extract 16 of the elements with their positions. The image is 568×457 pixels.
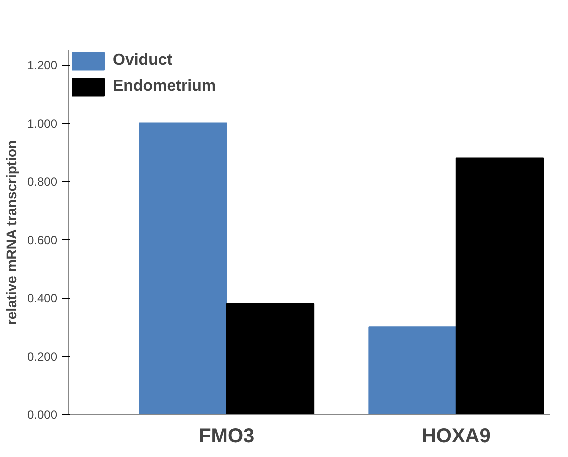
bar: [226, 303, 315, 414]
x-tick-label: HOXA9: [422, 426, 491, 448]
legend-label: Oviduct: [113, 52, 173, 70]
legend-label: Endometrium: [113, 78, 216, 96]
x-tick-label: FMO3: [199, 426, 255, 448]
y-tick-label: 0.400: [27, 292, 58, 306]
y-tick-label: 1.000: [27, 116, 58, 131]
y-axis-title: relative mRNA transcription: [3, 140, 20, 326]
y-tick-label: 1.200: [27, 58, 58, 73]
bar: [368, 326, 457, 414]
y-tick-label: 0.200: [27, 350, 58, 364]
y-tick-label: 0.000: [27, 408, 58, 422]
bar: [456, 158, 544, 414]
bar: [139, 122, 228, 414]
y-tick-label: 0.600: [27, 233, 58, 248]
y-tick-label: 0.800: [27, 175, 58, 190]
